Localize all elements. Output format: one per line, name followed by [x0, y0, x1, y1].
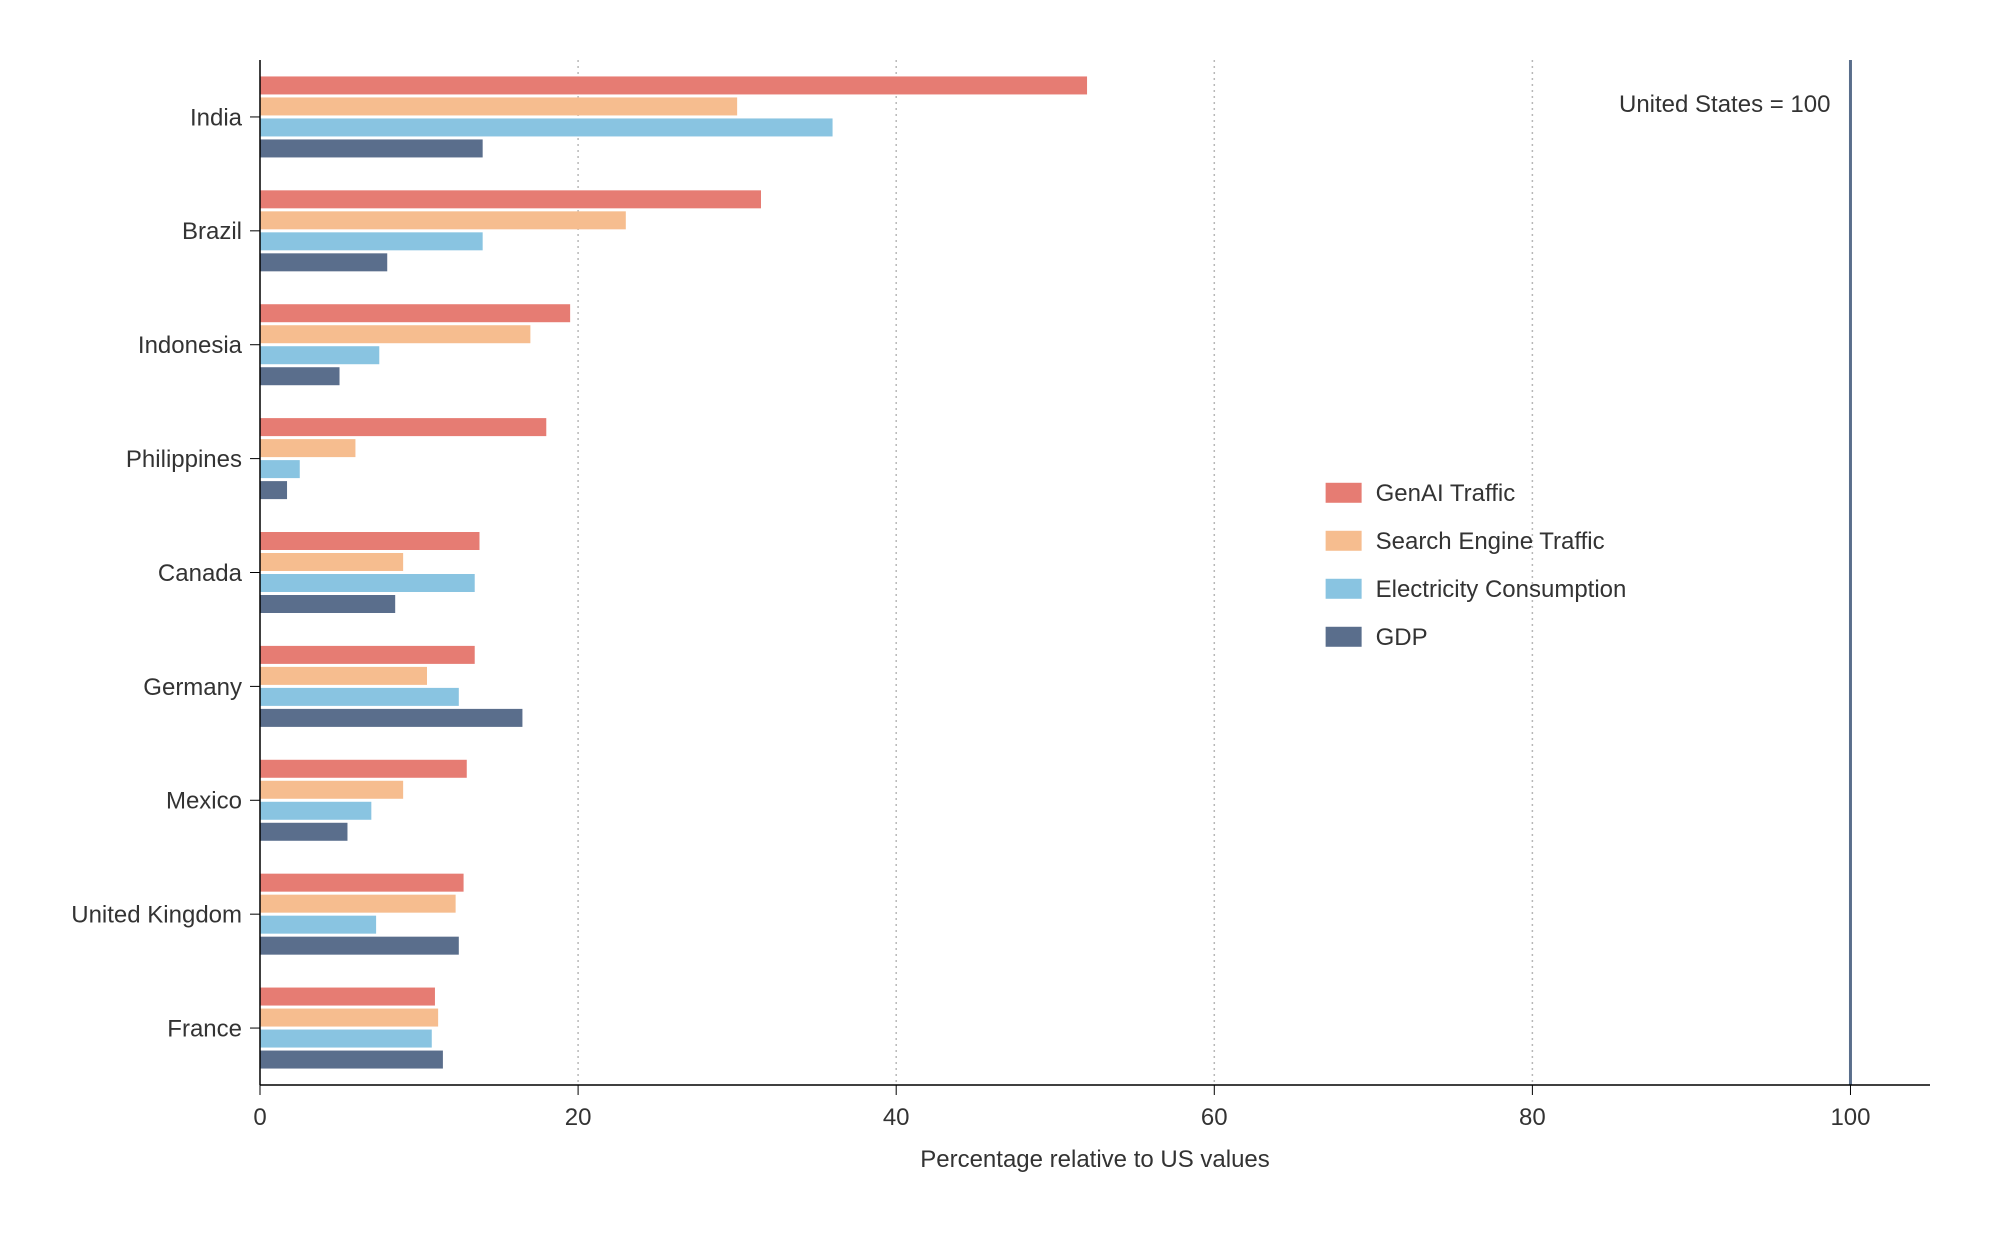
- x-tick-label: 80: [1519, 1104, 1546, 1131]
- bar-electricity: [260, 346, 379, 364]
- x-axis-label: Percentage relative to US values: [920, 1146, 1270, 1173]
- x-tick-label: 40: [883, 1104, 910, 1131]
- y-tick-label: Mexico: [166, 788, 242, 815]
- x-tick-label: 20: [565, 1104, 592, 1131]
- bar-search: [260, 553, 403, 571]
- bar-search: [260, 439, 355, 457]
- bar-genai: [260, 760, 467, 778]
- bar-search: [260, 667, 427, 685]
- legend-label: Search Engine Traffic: [1376, 528, 1605, 555]
- legend-swatch: [1326, 483, 1362, 503]
- chart-container: 0 20 40 60 80 100 India Brazil Indonesia Philippi…: [0, 0, 2000, 1250]
- bar-genai: [260, 532, 479, 550]
- bar-search: [260, 895, 456, 913]
- bar-gdp: [260, 1051, 443, 1069]
- bar-search: [260, 97, 737, 115]
- y-tick-label: Indonesia: [138, 332, 243, 359]
- legend-swatch: [1326, 531, 1362, 551]
- bar-genai: [260, 76, 1087, 94]
- legend-label: Electricity Consumption: [1376, 576, 1627, 603]
- bar-gdp: [260, 253, 387, 271]
- bar-electricity: [260, 688, 459, 706]
- x-tick-label: 60: [1201, 1104, 1228, 1131]
- legend-swatch: [1326, 579, 1362, 599]
- bar-genai: [260, 190, 761, 208]
- bar-search: [260, 781, 403, 799]
- legend-label: GenAI Traffic: [1376, 480, 1516, 507]
- bar-search: [260, 1009, 438, 1027]
- bar-gdp: [260, 709, 522, 727]
- y-tick-label: United Kingdom: [71, 902, 242, 929]
- bar-genai: [260, 304, 570, 322]
- bar-electricity: [260, 1030, 432, 1048]
- bar-gdp: [260, 823, 347, 841]
- bar-electricity: [260, 118, 833, 136]
- y-tick-label: Canada: [158, 560, 243, 587]
- x-tick-label: 0: [253, 1104, 266, 1131]
- bar-electricity: [260, 574, 475, 592]
- bar-chart: 0 20 40 60 80 100 India Brazil Indonesia Philippi…: [0, 0, 2000, 1250]
- bar-genai: [260, 418, 546, 436]
- bar-genai: [260, 988, 435, 1006]
- bar-genai: [260, 646, 475, 664]
- bar-search: [260, 325, 530, 343]
- bar-electricity: [260, 232, 483, 250]
- y-tick-label: Brazil: [182, 218, 242, 245]
- bar-gdp: [260, 595, 395, 613]
- legend-swatch: [1326, 627, 1362, 647]
- y-tick-label: India: [190, 104, 243, 131]
- bar-genai: [260, 874, 464, 892]
- y-tick-label: Germany: [143, 674, 242, 701]
- bar-gdp: [260, 139, 483, 157]
- legend-label: GDP: [1376, 624, 1428, 651]
- bar-gdp: [260, 481, 287, 499]
- y-tick-label: Philippines: [126, 446, 242, 473]
- y-tick-label: France: [167, 1015, 242, 1042]
- bar-gdp: [260, 937, 459, 955]
- x-tick-label: 100: [1830, 1104, 1870, 1131]
- bar-electricity: [260, 802, 371, 820]
- bar-search: [260, 211, 626, 229]
- bar-gdp: [260, 367, 340, 385]
- reference-annotation: United States = 100: [1619, 91, 1830, 118]
- bar-electricity: [260, 460, 300, 478]
- bar-electricity: [260, 916, 376, 934]
